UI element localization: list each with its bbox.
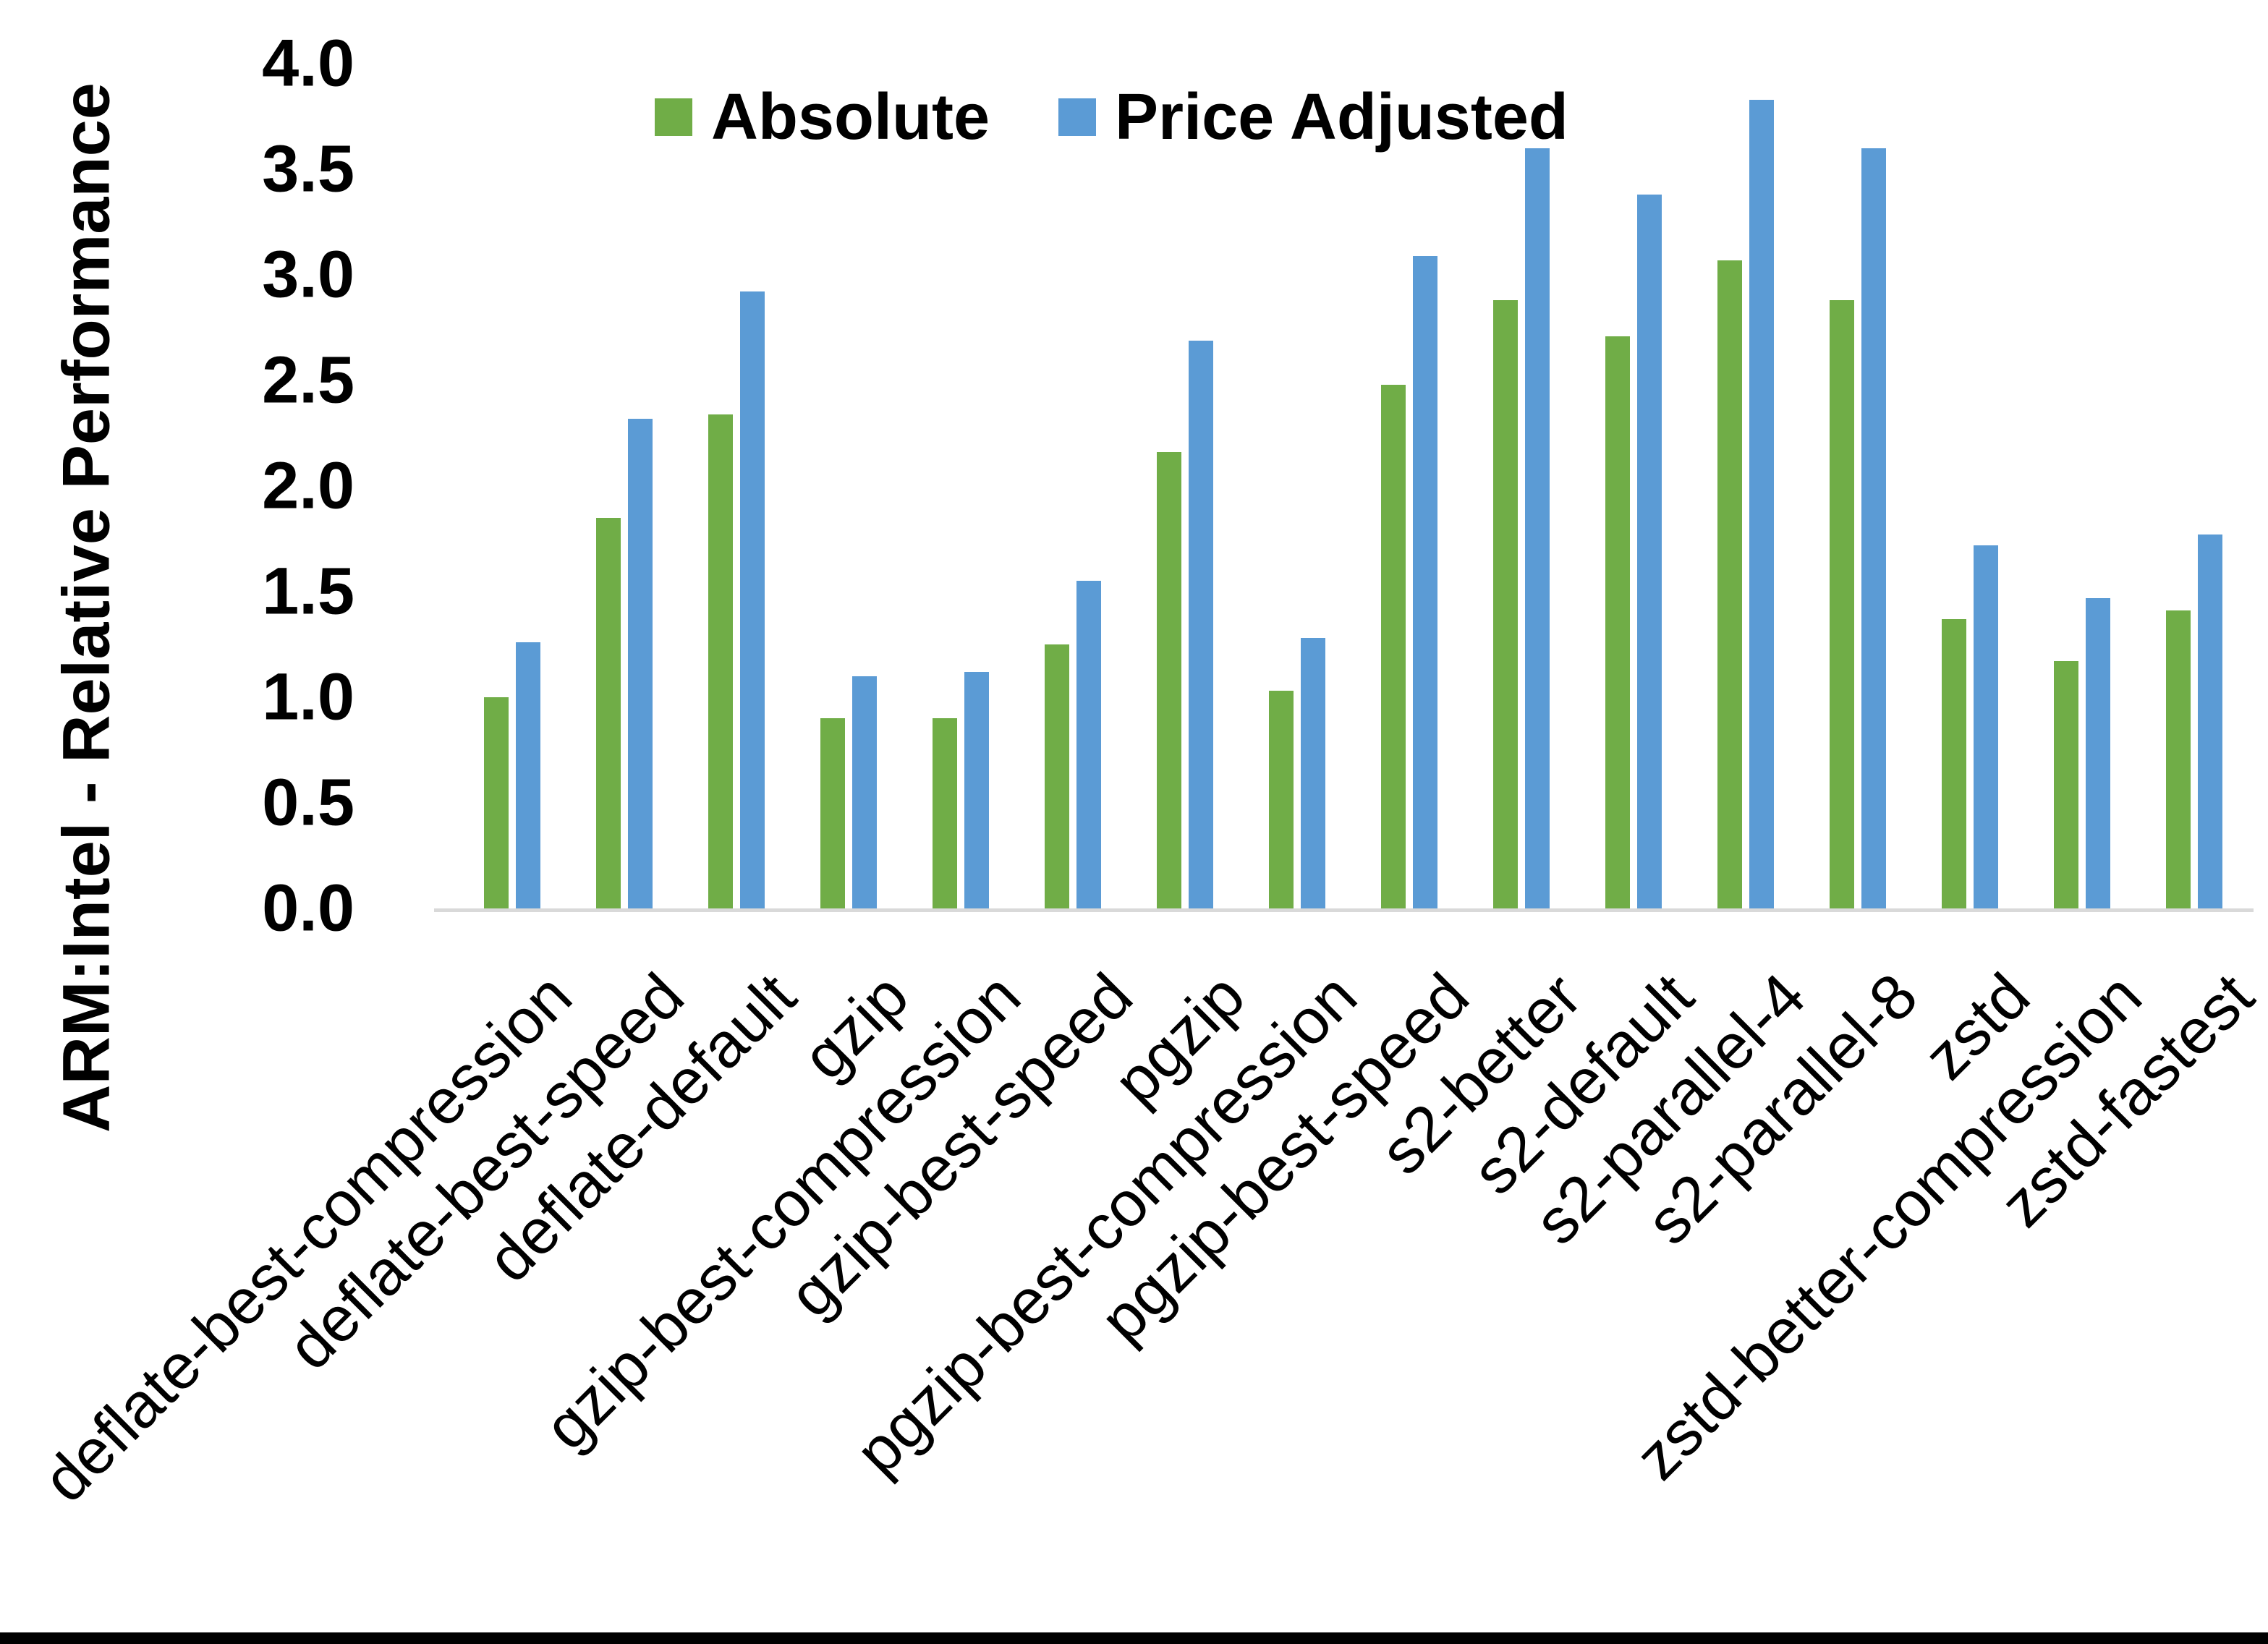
bar-price-adjusted-deflate-default — [740, 291, 765, 908]
bar-price-adjusted-gzip — [852, 676, 877, 908]
bar-absolute-pgzip-best-speed — [1381, 385, 1406, 908]
bar-price-adjusted-deflate-best-compression — [516, 642, 540, 908]
bar-price-adjusted-zstd-better-compression — [2086, 598, 2110, 908]
bar-absolute-gzip-best-speed — [1045, 644, 1069, 908]
bar-absolute-pgzip — [1157, 452, 1181, 908]
y-tick-label-2.0: 2.0 — [262, 448, 354, 523]
bar-price-adjusted-zstd-fastest — [2198, 534, 2222, 908]
legend-label-price-adjusted: Price Adjusted — [1115, 81, 1568, 153]
bottom-border — [0, 1632, 2268, 1644]
plot-area — [456, 64, 2250, 908]
bar-price-adjusted-zstd — [1974, 545, 1998, 908]
bar-absolute-zstd-better-compression — [2054, 661, 2078, 908]
y-tick-label-4.0: 4.0 — [262, 26, 354, 101]
y-tick-label-0.5: 0.5 — [262, 765, 354, 840]
bar-absolute-s2-better — [1493, 300, 1518, 908]
bar-absolute-deflate-best-speed — [596, 518, 621, 908]
y-tick-label-0.0: 0.0 — [262, 871, 354, 945]
bar-absolute-s2-parallel-8 — [1830, 300, 1854, 908]
bar-price-adjusted-s2-default — [1637, 195, 1662, 908]
legend-item-absolute: Absolute — [655, 81, 990, 153]
bar-price-adjusted-s2-parallel-8 — [1861, 148, 1886, 908]
bar-price-adjusted-deflate-best-speed — [628, 419, 653, 908]
bar-price-adjusted-gzip-best-speed — [1076, 581, 1101, 908]
legend-label-absolute: Absolute — [711, 81, 990, 153]
y-tick-label-3.0: 3.0 — [262, 237, 354, 312]
x-axis-line — [434, 908, 2254, 912]
bar-price-adjusted-s2-better — [1525, 148, 1550, 908]
bar-price-adjusted-pgzip — [1189, 341, 1213, 908]
bar-absolute-zstd — [1942, 619, 1966, 908]
y-tick-label-1.5: 1.5 — [262, 554, 354, 629]
bar-price-adjusted-gzip-best-compression — [964, 672, 989, 908]
bar-absolute-gzip-best-compression — [933, 718, 957, 908]
bar-absolute-s2-parallel-4 — [1717, 260, 1742, 908]
bar-absolute-deflate-default — [708, 414, 733, 908]
bar-absolute-pgzip-best-compression — [1269, 691, 1294, 908]
bar-price-adjusted-s2-parallel-4 — [1749, 100, 1774, 908]
bar-absolute-s2-default — [1605, 336, 1630, 908]
legend-swatch-absolute — [655, 98, 692, 136]
bar-price-adjusted-pgzip-best-compression — [1301, 638, 1325, 908]
legend: Absolute Price Adjusted — [655, 81, 1568, 153]
y-tick-label-2.5: 2.5 — [262, 343, 354, 417]
bar-absolute-gzip — [820, 718, 845, 908]
legend-item-price-adjusted: Price Adjusted — [1058, 81, 1568, 153]
y-tick-label-3.5: 3.5 — [262, 132, 354, 206]
bar-price-adjusted-pgzip-best-speed — [1413, 256, 1437, 908]
bar-absolute-deflate-best-compression — [484, 697, 509, 908]
legend-swatch-price-adjusted — [1058, 98, 1097, 136]
y-tick-label-1.0: 1.0 — [262, 660, 354, 734]
bar-absolute-zstd-fastest — [2166, 610, 2191, 908]
